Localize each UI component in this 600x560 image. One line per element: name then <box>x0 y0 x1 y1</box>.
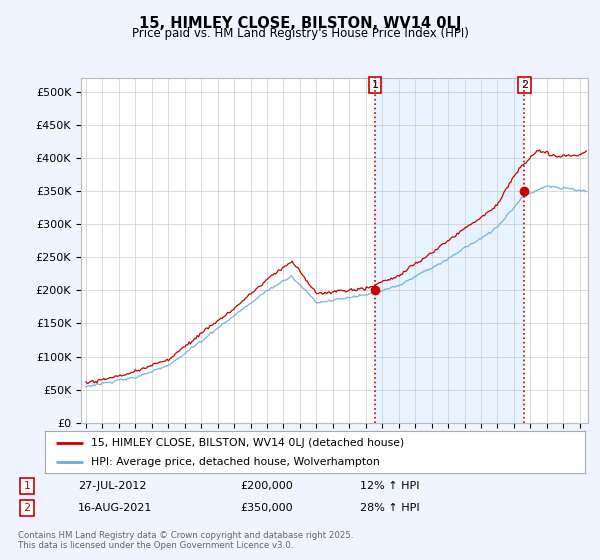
Text: 15, HIMLEY CLOSE, BILSTON, WV14 0LJ (detached house): 15, HIMLEY CLOSE, BILSTON, WV14 0LJ (det… <box>91 437 404 447</box>
Text: 15, HIMLEY CLOSE, BILSTON, WV14 0LJ: 15, HIMLEY CLOSE, BILSTON, WV14 0LJ <box>139 16 461 31</box>
Text: £350,000: £350,000 <box>240 503 293 513</box>
Text: 2: 2 <box>521 80 528 90</box>
Text: 28% ↑ HPI: 28% ↑ HPI <box>360 503 419 513</box>
Text: Contains HM Land Registry data © Crown copyright and database right 2025.
This d: Contains HM Land Registry data © Crown c… <box>18 531 353 550</box>
Text: £200,000: £200,000 <box>240 481 293 491</box>
Bar <box>375 78 524 423</box>
Text: 2: 2 <box>23 503 31 513</box>
Text: 1: 1 <box>23 481 31 491</box>
Text: Price paid vs. HM Land Registry's House Price Index (HPI): Price paid vs. HM Land Registry's House … <box>131 27 469 40</box>
Text: 27-JUL-2012: 27-JUL-2012 <box>78 481 146 491</box>
Text: 1: 1 <box>371 80 379 90</box>
Text: HPI: Average price, detached house, Wolverhampton: HPI: Average price, detached house, Wolv… <box>91 457 380 467</box>
Text: 12% ↑ HPI: 12% ↑ HPI <box>360 481 419 491</box>
Text: 16-AUG-2021: 16-AUG-2021 <box>78 503 152 513</box>
